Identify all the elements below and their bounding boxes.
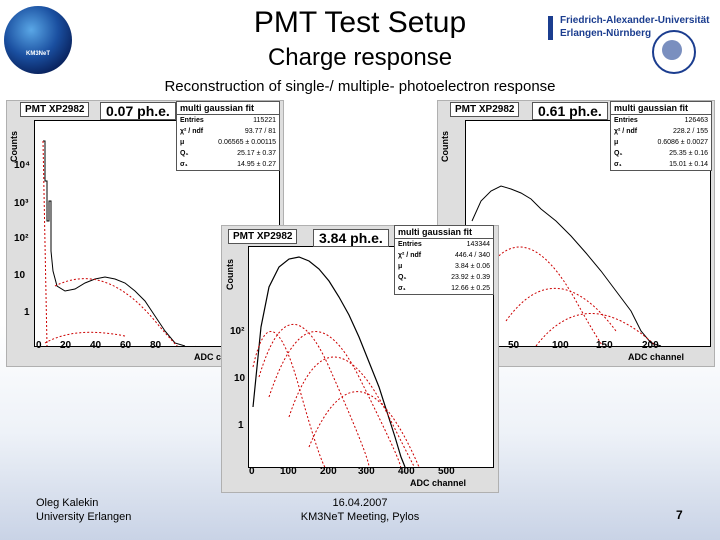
- plot-left-xtick: 60: [120, 340, 132, 351]
- plot-left-phe: 0.07 ph.e.: [100, 102, 176, 120]
- plot-center-fit-title: multi gaussian fit: [395, 226, 493, 239]
- stat-value: 3.84 ± 0.06: [455, 263, 490, 270]
- university-name: Friedrich-Alexander-Universität Erlangen…: [560, 14, 710, 40]
- footer-date: 16.04.2007: [332, 497, 388, 509]
- stat-value: 25.35 ± 0.16: [669, 150, 708, 157]
- plot-center-ytick: 10²: [230, 326, 245, 337]
- stat-label: Q₁: [180, 150, 189, 157]
- plot-left-ytick: 1: [24, 307, 30, 318]
- page-number: 7: [676, 508, 683, 522]
- stat-label: Q₁: [398, 274, 407, 281]
- footer-meeting-block: 16.04.2007 KM3NeT Meeting, Pylos: [260, 496, 460, 524]
- university-seal-center: [662, 40, 682, 60]
- footer-author-block: Oleg Kalekin University Erlangen: [36, 496, 131, 524]
- stat-value: 143344: [466, 241, 490, 248]
- stat-label: Q₁: [614, 150, 623, 157]
- plot-left-ytick: 10³: [14, 198, 29, 209]
- stat-value: 93.77 / 81: [244, 128, 276, 135]
- stat-value: 126463: [684, 117, 708, 124]
- plot-right-ylabel: Counts: [440, 131, 450, 162]
- plot-left-tag: PMT XP2982: [20, 102, 90, 117]
- plot-right-fit-title: multi gaussian fit: [611, 102, 711, 115]
- plot-left-fit-title: multi gaussian fit: [177, 102, 279, 115]
- plot-left-ytick: 10²: [14, 233, 29, 244]
- plot-right-xtick: 150: [596, 340, 613, 351]
- stat-value: 0.06565 ± 0.00115: [218, 139, 276, 146]
- plot-left-xtick: 20: [60, 340, 72, 351]
- plot-center-tag: PMT XP2982: [228, 229, 298, 244]
- footer-affiliation: University Erlangen: [36, 511, 132, 523]
- plot-left-ylabel: Counts: [9, 131, 19, 162]
- stat-value: 25.17 ± 0.37: [237, 150, 276, 157]
- stat-label: σ₁: [398, 285, 406, 292]
- stat-value: 228.2 / 155: [672, 128, 708, 135]
- plot-right-tag: PMT XP2982: [450, 102, 520, 117]
- university-logo-bar: [548, 16, 553, 40]
- plot-right-phe: 0.61 ph.e.: [532, 102, 608, 120]
- plot-right-xtick: 200: [642, 340, 659, 351]
- stat-value: 23.92 ± 0.39: [451, 274, 490, 281]
- stat-value: 0.6086 ± 0.0027: [657, 139, 708, 146]
- plot-center-xtick: 100: [280, 466, 297, 477]
- stat-value: 12.66 ± 0.25: [451, 285, 490, 292]
- plot-center-phe: 3.84 ph.e.: [313, 229, 389, 247]
- stat-label: μ: [180, 139, 185, 146]
- university-name-line1: Friedrich-Alexander-Universität: [560, 15, 710, 26]
- plot-right-xtick: 100: [552, 340, 569, 351]
- stat-label: Entries: [614, 117, 638, 124]
- plot-center-xtick: 0: [249, 466, 255, 477]
- stat-label: χ² / ndf: [398, 252, 422, 259]
- plot-center-xtick: 200: [320, 466, 337, 477]
- plot-right-xtick: 50: [508, 340, 520, 351]
- plot-center-xlabel: ADC channel: [410, 478, 467, 488]
- plot-left-statbox: multi gaussian fit Entries 115221 χ² / nd…: [176, 101, 280, 171]
- plot-left-xlabel: ADC c: [194, 352, 222, 362]
- plot-center-ytick: 1: [238, 420, 244, 431]
- slide-caption: Reconstruction of single-/ multiple- pho…: [164, 78, 556, 95]
- plot-right-statbox: multi gaussian fit Entries 126463 χ² / nd…: [610, 101, 712, 171]
- footer-author: Oleg Kalekin: [36, 497, 99, 509]
- plot-center-xtick: 400: [398, 466, 415, 477]
- stat-label: χ² / ndf: [614, 128, 638, 135]
- stat-value: 446.4 / 340: [454, 252, 490, 259]
- plot-left-ytick: 10: [14, 270, 26, 281]
- stat-value: 15.01 ± 0.14: [669, 161, 708, 168]
- university-seal-icon: [652, 30, 696, 74]
- plot-center-xtick: 300: [358, 466, 375, 477]
- stat-label: μ: [398, 263, 403, 270]
- stat-label: σ₁: [614, 161, 622, 168]
- plot-center-xtick: 500: [438, 466, 455, 477]
- plot-center-ylabel: Counts: [225, 259, 235, 290]
- km3net-logo-text: KM3NeT: [25, 51, 50, 57]
- plot-left-xtick: 40: [90, 340, 102, 351]
- plot-left-xtick: 0: [36, 340, 42, 351]
- stat-label: μ: [614, 139, 619, 146]
- university-name-line2: Erlangen-Nürnberg: [560, 28, 652, 39]
- km3net-logo: [4, 6, 72, 74]
- stat-label: Entries: [398, 241, 422, 248]
- plot-center-ytick: 10: [234, 373, 246, 384]
- plot-left-ytick: 10⁴: [14, 160, 31, 171]
- footer-meeting: KM3NeT Meeting, Pylos: [300, 511, 420, 523]
- plot-right-xlabel: ADC channel: [628, 352, 685, 362]
- slide-title: PMT Test Setup: [253, 6, 467, 39]
- plot-left-xtick: 80: [150, 340, 162, 351]
- stat-label: χ² / ndf: [180, 128, 204, 135]
- stat-label: σ₁: [180, 161, 188, 168]
- slide-subtitle: Charge response: [267, 44, 453, 71]
- stat-value: 115221: [253, 117, 276, 124]
- plot-right-frame: [465, 120, 711, 362]
- plot-center-statbox: multi gaussian fit Entries 143344 χ² / nd…: [394, 225, 494, 295]
- stat-label: Entries: [180, 117, 204, 124]
- stat-value: 14.95 ± 0.27: [237, 161, 276, 168]
- plot-left-histogram: [42, 140, 198, 360]
